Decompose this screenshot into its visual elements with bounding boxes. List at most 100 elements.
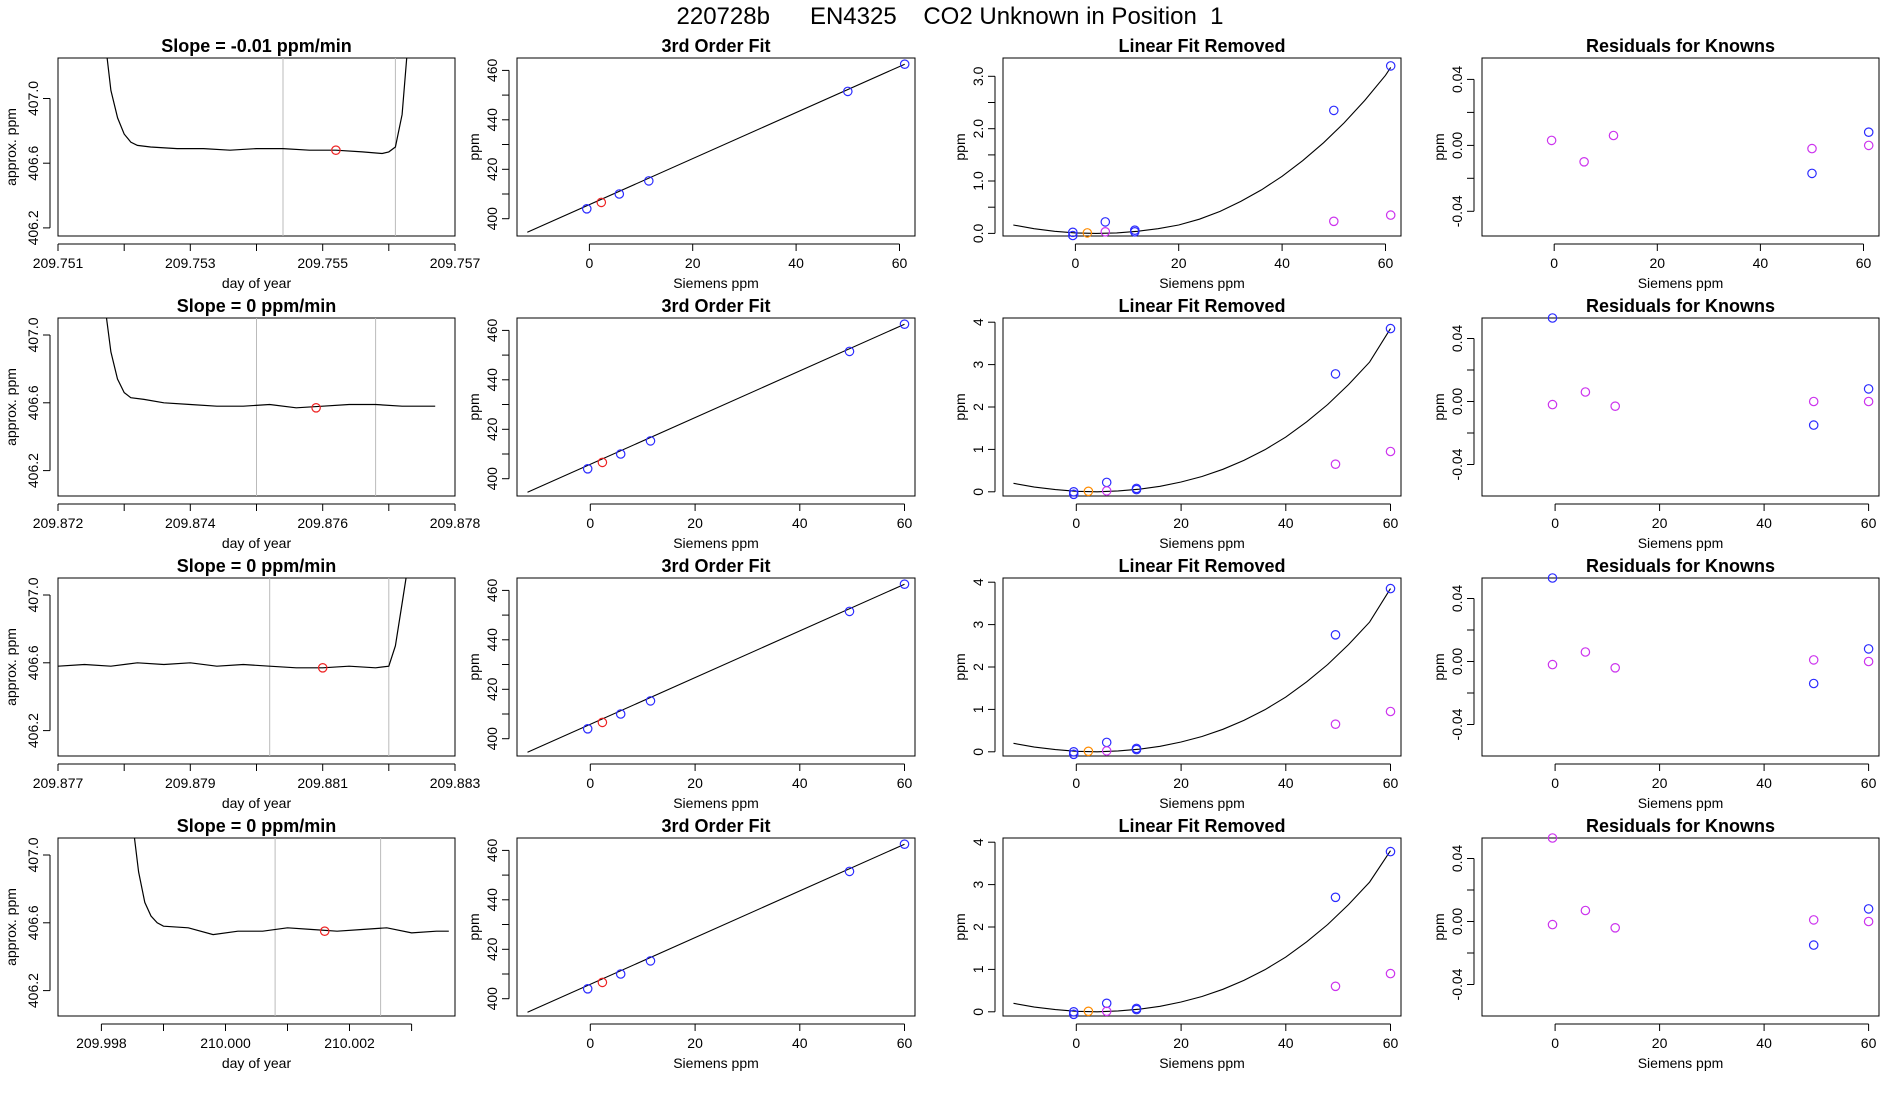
y-axis-label: approx. ppm — [3, 888, 19, 966]
x-tick-label: 60 — [1856, 255, 1872, 271]
x-tick-label: 40 — [788, 255, 804, 271]
x-tick-label: 0 — [586, 255, 594, 271]
y-tick-label: 407.0 — [25, 577, 41, 612]
y-tick-label: 3.0 — [970, 66, 986, 86]
x-tick-label: 40 — [792, 1035, 808, 1051]
plot-frame — [1481, 837, 1880, 1017]
plot-area — [527, 843, 905, 1013]
y-tick-label: 407.0 — [25, 837, 41, 872]
plot-area — [106, 58, 408, 236]
x-tick-label: 60 — [1383, 1035, 1399, 1051]
fit-curve — [1013, 67, 1392, 234]
data-point — [317, 662, 328, 673]
x-axis-label: Siemens ppm — [1638, 275, 1724, 291]
y-tick-label: 0.04 — [1449, 585, 1465, 612]
y-tick-label: 2 — [970, 663, 986, 671]
data-point — [1610, 401, 1620, 411]
data-point — [1863, 916, 1874, 927]
y-axis-label: ppm — [952, 393, 968, 420]
y-axis-label: ppm — [466, 133, 482, 160]
fit-curve — [1013, 850, 1391, 1013]
data-point — [597, 457, 608, 468]
data-point — [1807, 143, 1817, 154]
y-axis-label: ppm — [1431, 913, 1447, 940]
data-point — [645, 436, 656, 446]
chart-title: Linear Fit Removed — [1118, 556, 1285, 576]
x-tick-label: 20 — [687, 1035, 703, 1051]
y-tick-label: -0.04 — [1449, 448, 1465, 480]
data-point — [1068, 1009, 1079, 1020]
data-point — [1579, 157, 1589, 167]
data-point — [1580, 387, 1591, 397]
data-point — [1547, 313, 1558, 323]
chart-title: Slope = 0 ppm/min — [177, 816, 337, 836]
data-point — [1131, 1004, 1142, 1015]
x-tick-label: 210.002 — [324, 1035, 375, 1051]
y-axis-label: approx. ppm — [3, 368, 19, 446]
x-tick-label: 0 — [1072, 1035, 1080, 1051]
data-point — [1580, 647, 1591, 657]
plot-frame — [1481, 57, 1880, 237]
y-axis-label: ppm — [952, 133, 968, 160]
y-tick-label: -0.04 — [1449, 195, 1465, 227]
y-tick-label: 420 — [484, 677, 500, 701]
x-tick-label: 209.751 — [33, 255, 84, 271]
plot-frame — [516, 577, 916, 757]
x-tick-label: 209.757 — [430, 255, 481, 271]
y-tick-label: 1.0 — [970, 171, 986, 191]
y-tick-label: 4 — [970, 318, 986, 326]
data-point — [1130, 227, 1140, 237]
data-point — [1385, 61, 1396, 71]
data-point — [899, 59, 910, 69]
y-tick-label: 1 — [970, 705, 986, 713]
data-point — [1863, 396, 1874, 407]
fit-curve — [527, 63, 905, 233]
x-tick-label: 209.883 — [430, 775, 481, 791]
plot-frame — [1002, 317, 1402, 497]
x-tick-label: 60 — [1861, 515, 1877, 531]
data-point — [1101, 998, 1112, 1009]
data-point — [1083, 1006, 1094, 1017]
data-point — [1547, 399, 1558, 410]
data-point — [1068, 489, 1079, 500]
data-point — [597, 717, 608, 728]
data-point — [1385, 846, 1396, 857]
plot-frame — [516, 57, 916, 237]
data-point — [331, 145, 341, 155]
fit-curve — [1013, 588, 1391, 753]
y-tick-label: 3 — [970, 880, 986, 888]
chart-panel-linfit-row2: Linear Fit Removed 0 20 40 60 Siemens ppm 0 1 2 3… — [952, 296, 1402, 551]
x-tick-label: 0 — [1072, 515, 1080, 531]
data-point — [582, 463, 593, 474]
data-point — [1385, 210, 1396, 220]
data-point — [1863, 904, 1874, 914]
data-point — [1547, 833, 1558, 843]
x-axis-label: Siemens ppm — [673, 795, 759, 811]
x-tick-label: 209.753 — [165, 255, 216, 271]
x-tick-label: 60 — [897, 775, 913, 791]
y-axis-label: approx. ppm — [3, 628, 19, 706]
plot-area — [1013, 67, 1392, 234]
y-tick-label: 0.00 — [1449, 908, 1465, 935]
plot-frame — [57, 837, 456, 1017]
x-tick-label: 20 — [1652, 515, 1668, 531]
data-point — [1385, 583, 1396, 594]
plot-area — [133, 838, 449, 1016]
data-point — [899, 839, 910, 849]
data-point — [1808, 655, 1819, 665]
page-title: 220728b EN4325 CO2 Unknown in Position 1 — [676, 3, 1224, 30]
data-point — [645, 696, 656, 706]
y-tick-label: 406.6 — [25, 645, 41, 680]
y-tick-label: 4 — [970, 578, 986, 586]
x-tick-label: 20 — [1173, 1035, 1189, 1051]
chart-panel-linfit-row4: Linear Fit Removed 0 20 40 60 Siemens ppm 0 1 2 3… — [952, 816, 1402, 1071]
data-point — [1808, 396, 1819, 407]
y-tick-label: 406.2 — [25, 453, 41, 488]
chart-panel-resid-row1: Residuals for Knowns 0 20 40 60 Siemens ppm -0… — [1431, 36, 1880, 291]
x-tick-label: 20 — [1652, 775, 1668, 791]
x-axis-label: day of year — [222, 275, 292, 291]
plot-area — [527, 63, 905, 233]
data-point — [1608, 130, 1619, 141]
y-tick-label: 1 — [970, 445, 986, 453]
chart-panel-timeseries-row4: Slope = 0 ppm/min 209.998 210.000 210.002 da… — [3, 816, 456, 1071]
